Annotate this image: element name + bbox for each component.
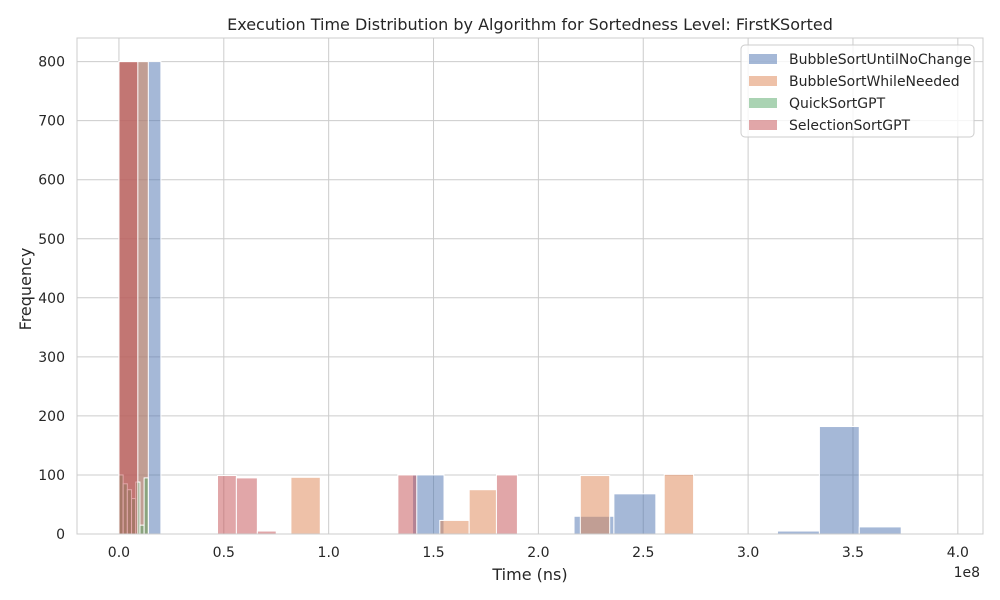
legend-swatch	[749, 54, 777, 64]
histogram-bar	[118, 61, 139, 535]
y-tick-label: 100	[38, 468, 65, 484]
x-tick-labels: 0.0 0.5 1.0 1.5 2.0 2.5 3.0 3.5 4.0	[108, 545, 969, 561]
histogram-bar	[613, 493, 657, 535]
histogram-bar	[663, 473, 695, 535]
y-tick-label: 0	[56, 527, 65, 543]
grid-lines	[77, 38, 983, 535]
x-tick-label: 4.0	[947, 545, 969, 561]
histogram-bar	[412, 474, 445, 535]
x-axis-offset-label: 1e8	[954, 565, 980, 581]
x-tick-label: 3.5	[842, 545, 864, 561]
x-tick-label: 1.5	[422, 545, 444, 561]
legend-swatch	[749, 120, 777, 130]
legend: BubbleSortUntilNoChange BubbleSortWhileNe…	[740, 44, 975, 138]
y-tick-label: 800	[38, 55, 65, 71]
x-axis-label: Time (ns)	[491, 565, 567, 584]
bars	[118, 61, 902, 535]
histogram-bar	[139, 524, 145, 535]
histogram-bar	[217, 475, 237, 535]
histogram-bar	[439, 519, 470, 535]
histogram-bar	[858, 526, 902, 535]
histogram-bar	[235, 477, 258, 535]
legend-swatch	[749, 98, 777, 108]
x-tick-label: 2.0	[527, 545, 549, 561]
legend-swatch	[749, 76, 777, 86]
y-tick-label: 400	[38, 291, 65, 307]
x-tick-label: 0.0	[108, 545, 130, 561]
histogram-bar	[818, 426, 860, 535]
plot-frame	[76, 37, 984, 535]
legend-label: SelectionSortGPT	[789, 118, 911, 134]
histogram-bar	[579, 475, 611, 535]
y-tick-label: 300	[38, 350, 65, 366]
histogram-bar	[143, 477, 149, 535]
histogram-bar	[290, 476, 321, 535]
y-axis-label: Frequency	[16, 248, 35, 331]
y-tick-label: 200	[38, 409, 65, 425]
x-tick-label: 0.5	[213, 545, 235, 561]
legend-label: QuickSortGPT	[789, 96, 886, 112]
legend-label: BubbleSortWhileNeeded	[789, 74, 960, 90]
series-3-bars	[118, 61, 518, 535]
legend-box	[740, 44, 975, 138]
legend-label: BubbleSortUntilNoChange	[789, 52, 971, 68]
x-tick-label: 1.0	[318, 545, 340, 561]
chart-title: Execution Time Distribution by Algorithm…	[227, 15, 833, 34]
y-tick-labels: 0 100 200 300 400 500 600 700 800	[38, 55, 65, 543]
y-tick-label: 700	[38, 114, 65, 130]
x-tick-label: 2.5	[632, 545, 654, 561]
histogram-bar	[397, 474, 418, 535]
y-tick-label: 500	[38, 232, 65, 248]
x-tick-label: 3.0	[737, 545, 759, 561]
histogram-bar	[495, 474, 518, 535]
y-tick-label: 600	[38, 173, 65, 189]
histogram-bar	[468, 489, 497, 535]
